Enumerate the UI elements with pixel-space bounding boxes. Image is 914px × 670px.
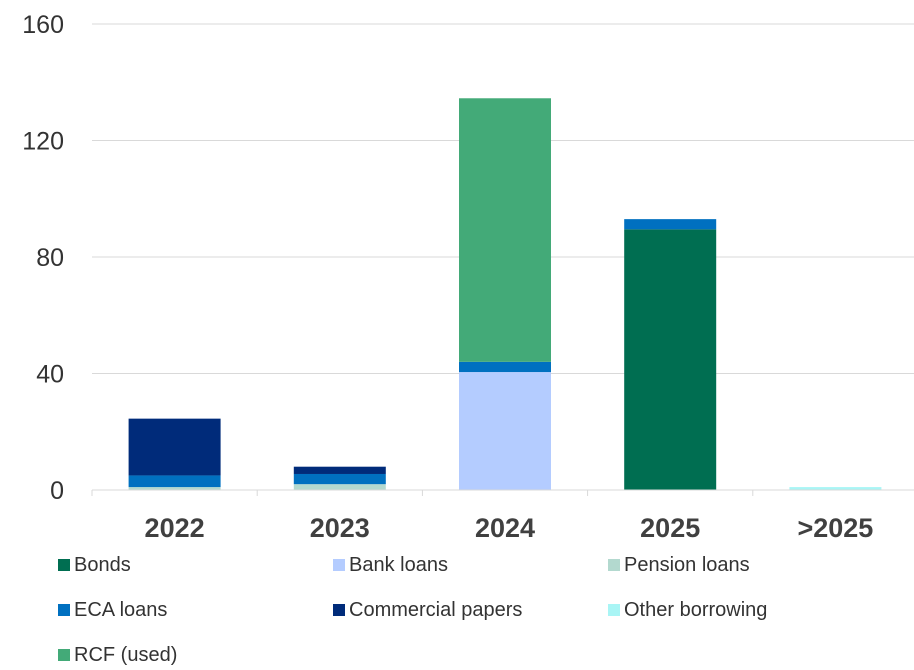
bar-segment: [128, 418, 221, 476]
legend-item: Bonds: [58, 550, 131, 580]
x-tick-label: 2022: [145, 513, 205, 543]
bar-segment: [789, 487, 882, 490]
legend-swatch: [608, 604, 620, 616]
y-axis-ticks: 0 40 80 120 160: [22, 11, 64, 505]
x-tick-label: >2025: [797, 513, 873, 543]
legend-swatch: [608, 559, 620, 571]
y-tick-label: 80: [36, 244, 64, 272]
y-tick-label: 120: [22, 128, 64, 156]
y-tick-label: 40: [36, 361, 64, 389]
x-tick-label: 2025: [640, 513, 700, 543]
legend-item: RCF (used): [58, 640, 177, 670]
legend-item: Bank loans: [333, 550, 448, 580]
bar-segment: [459, 361, 551, 373]
legend-label: Commercial papers: [349, 598, 523, 621]
x-tick-label: 2024: [475, 513, 535, 543]
bars: [128, 98, 882, 491]
bar-segment: [128, 487, 221, 490]
legend-label: RCF (used): [74, 643, 178, 666]
y-tick-label: 0: [50, 477, 64, 505]
legend-swatch: [333, 604, 345, 616]
legend-label: Other borrowing: [624, 598, 768, 621]
bar-segment: [624, 219, 717, 230]
bar-segment: [128, 475, 221, 488]
legend-item: Pension loans: [608, 550, 750, 580]
x-axis: [91, 489, 914, 496]
bar-segment: [459, 372, 551, 490]
legend-swatch: [58, 559, 70, 571]
legend-swatch: [58, 604, 70, 616]
x-tick-label: 2023: [310, 513, 370, 543]
legend-label: Bank loans: [349, 553, 448, 576]
legend-label: Pension loans: [624, 553, 750, 576]
bar-segment: [293, 473, 386, 485]
bar-segment: [293, 484, 386, 490]
bar-segment: [624, 229, 717, 491]
legend-item: Other borrowing: [608, 595, 767, 625]
x-axis-ticks: 2022 2023 2024 2025 >2025: [145, 513, 874, 543]
legend-item: Commercial papers: [333, 595, 522, 625]
legend-label: ECA loans: [74, 598, 168, 621]
legend-label: Bonds: [74, 553, 131, 576]
y-tick-label: 160: [22, 11, 64, 39]
legend-item: ECA loans: [58, 595, 167, 625]
legend-swatch: [333, 559, 345, 571]
legend-swatch: [58, 649, 70, 661]
legend: Bonds Bank loans Pension loans ECA loans Com…: [58, 550, 898, 666]
bar-segment: [293, 466, 386, 474]
bar-segment: [459, 98, 551, 362]
